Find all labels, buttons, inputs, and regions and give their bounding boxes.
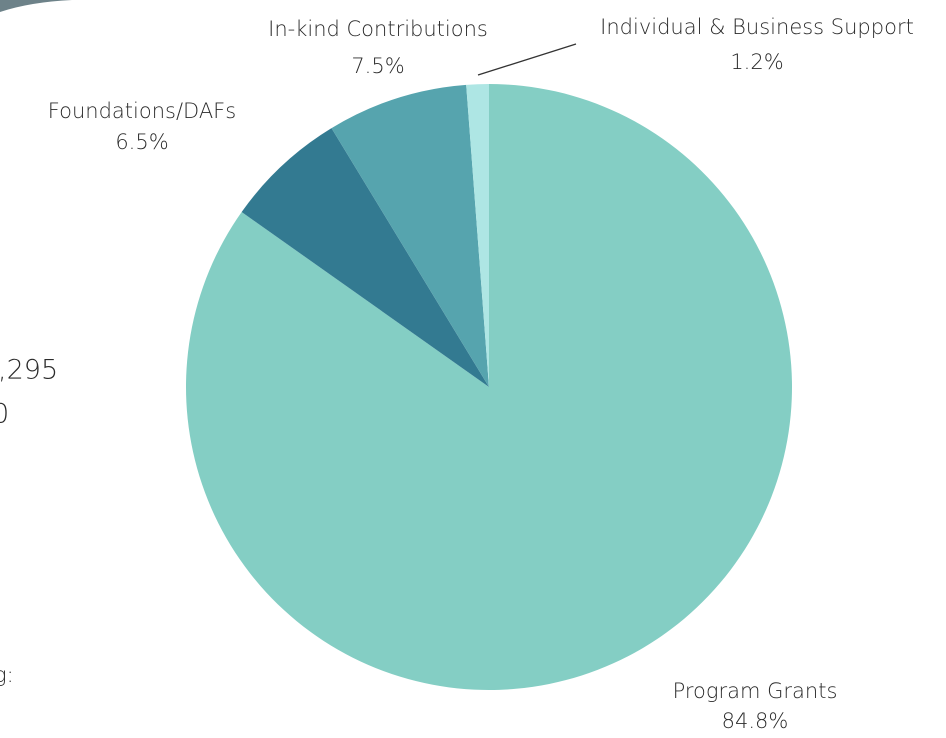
slice-value: 6.5% [115,130,168,154]
pie-slice [185,84,793,691]
side-text: ,295 [0,355,58,386]
slice-label: Program Grants [673,679,838,703]
pie-slice [241,128,489,387]
pie-slice [331,84,489,388]
decor-shape [0,0,72,12]
slice-label: In-kind Contributions [268,17,488,41]
side-text: g: [0,663,14,687]
pie-slice [466,84,489,387]
slice-value: 84.8% [722,709,789,733]
slice-label: Individual & Business Support [600,15,914,39]
side-text: 0 [0,399,9,430]
slice-value: 7.5% [351,54,404,78]
slice-label: Foundations/DAFs [48,99,236,123]
slice-value: 1.2% [730,50,783,74]
leader-line [477,43,577,76]
